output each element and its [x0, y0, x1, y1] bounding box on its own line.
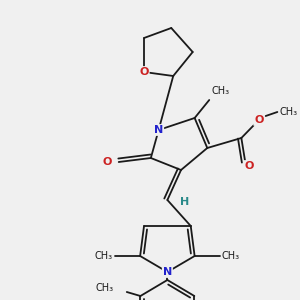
Text: CH₃: CH₃ — [95, 251, 113, 261]
Text: N: N — [163, 267, 172, 277]
Text: CH₃: CH₃ — [211, 86, 229, 96]
Text: O: O — [244, 161, 254, 171]
Text: CH₃: CH₃ — [222, 251, 240, 261]
Text: H: H — [180, 197, 190, 207]
Text: CH₃: CH₃ — [279, 107, 297, 117]
Text: O: O — [102, 157, 112, 167]
Text: O: O — [139, 67, 149, 77]
Text: N: N — [154, 125, 163, 135]
Text: CH₃: CH₃ — [95, 283, 113, 293]
Text: O: O — [254, 115, 263, 125]
